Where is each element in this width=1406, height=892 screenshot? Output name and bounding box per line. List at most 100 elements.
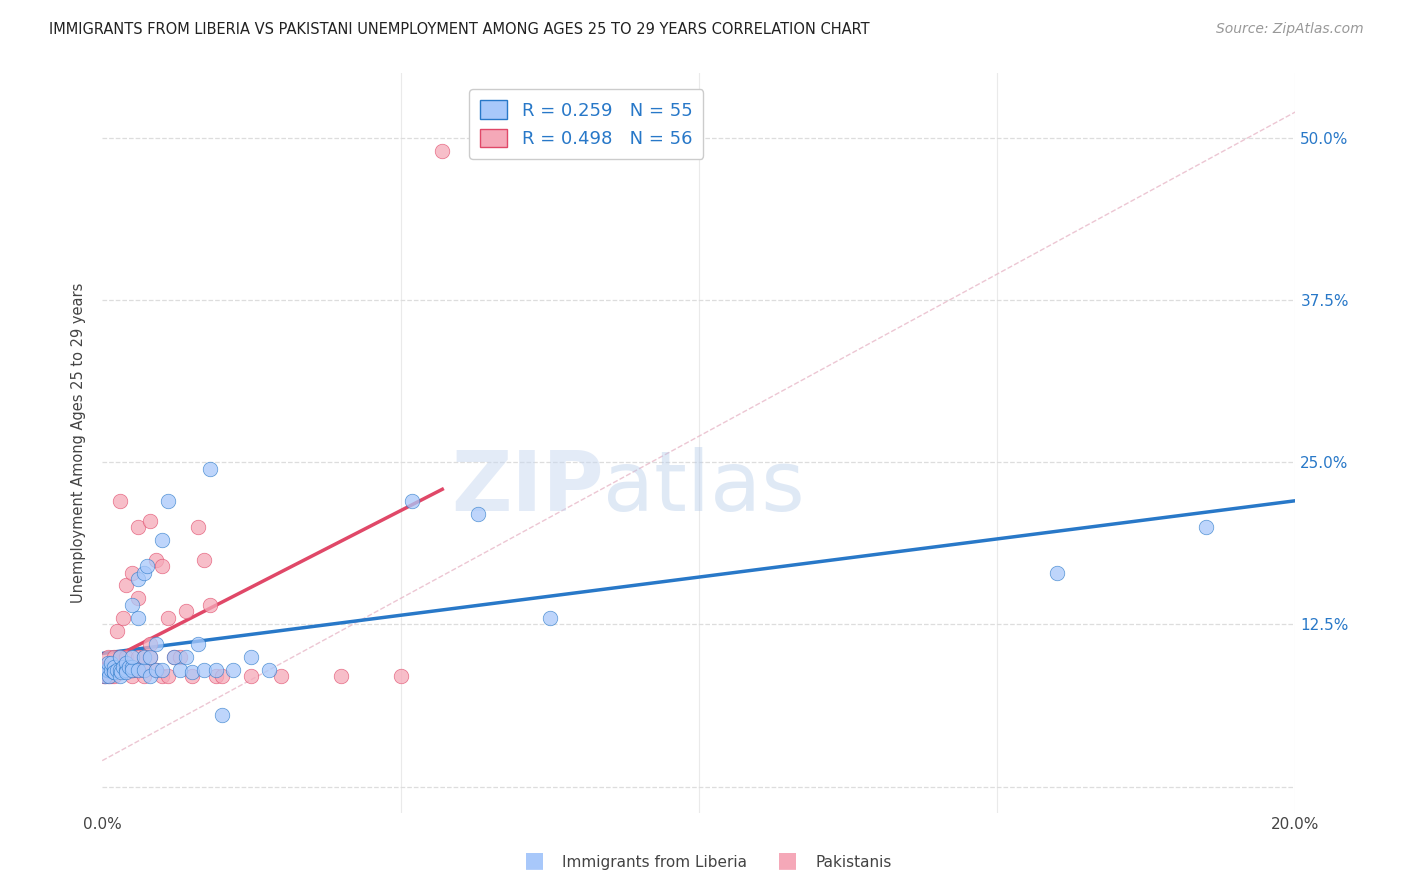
Point [108,669,131,683]
Point [139,669,162,683]
Point [538,611,561,625]
Point [198,598,221,612]
Text: Immigrants from Liberia: Immigrants from Liberia [562,855,748,870]
Text: Source: ZipAtlas.com: Source: ZipAtlas.com [1216,22,1364,37]
Point [127,649,149,664]
Point [105,624,128,638]
Point [145,663,167,677]
Point [329,669,352,683]
Point [115,663,138,677]
Point [121,663,143,677]
Point [96,663,118,677]
Point [105,663,128,677]
Point [103,660,125,674]
Point [145,552,167,566]
Point [108,649,131,664]
Text: atlas: atlas [603,447,806,528]
Text: ■: ■ [778,850,797,870]
Text: Pakistanis: Pakistanis [815,855,891,870]
Point [145,637,167,651]
Point [156,669,179,683]
Point [121,669,143,683]
Point [100,657,122,671]
Point [121,663,143,677]
Point [401,494,423,508]
Point [204,663,226,677]
Point [163,649,186,664]
Point [150,559,173,574]
Point [1046,566,1069,580]
Point [98,663,121,677]
Point [100,663,122,677]
Text: ■: ■ [524,850,544,870]
Y-axis label: Unemployment Among Ages 25 to 29 years: Unemployment Among Ages 25 to 29 years [72,283,86,603]
Point [108,663,131,677]
Point [108,649,131,664]
Point [156,611,179,625]
Point [169,649,191,664]
Point [187,520,209,534]
Point [121,566,143,580]
Point [118,663,141,677]
Point [103,649,125,664]
Point [127,572,149,586]
Point [150,663,173,677]
Point [432,144,454,158]
Point [198,461,221,475]
Legend: R = 0.259   N = 55, R = 0.498   N = 56: R = 0.259 N = 55, R = 0.498 N = 56 [470,89,703,159]
Point [100,669,122,683]
Point [240,669,263,683]
Point [204,669,226,683]
Point [121,660,143,674]
Point [132,669,155,683]
Point [169,663,191,677]
Point [1195,520,1218,534]
Text: IMMIGRANTS FROM LIBERIA VS PAKISTANI UNEMPLOYMENT AMONG AGES 25 TO 29 YEARS CORR: IMMIGRANTS FROM LIBERIA VS PAKISTANI UNE… [49,22,870,37]
Point [94,669,117,683]
Point [127,591,149,606]
Point [103,657,125,671]
Point [103,665,125,680]
Point [127,611,149,625]
Point [118,660,141,674]
Point [97,669,120,683]
Point [115,578,138,592]
Point [150,533,173,547]
Point [115,663,138,677]
Point [467,507,489,521]
Point [94,663,117,677]
Point [136,559,159,574]
Point [132,566,155,580]
Point [97,663,120,677]
Point [115,657,138,671]
Point [115,665,138,680]
Text: ZIP: ZIP [451,447,603,528]
Point [139,514,162,528]
Point [98,669,121,683]
Point [187,637,209,651]
Point [389,669,412,683]
Point [163,649,186,664]
Point [145,663,167,677]
Point [103,663,125,677]
Point [94,669,117,683]
Point [127,663,149,677]
Point [127,663,149,677]
Point [132,649,155,664]
Point [93,669,115,683]
Point [180,665,202,680]
Point [270,669,292,683]
Point [132,649,155,664]
Point [97,663,120,677]
Point [112,611,135,625]
Point [193,552,215,566]
Point [97,649,120,664]
Point [115,649,138,664]
Point [259,663,281,677]
Point [108,494,131,508]
Point [139,649,162,664]
Point [193,663,215,677]
Point [211,708,233,723]
Point [139,637,162,651]
Point [132,663,155,677]
